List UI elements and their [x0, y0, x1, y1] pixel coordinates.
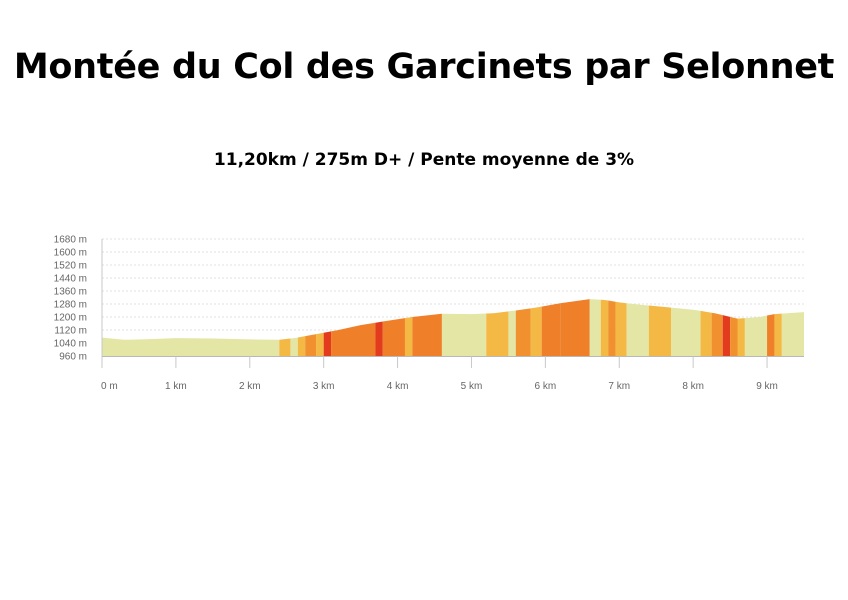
x-tick-labels: 0 m 1 km 2 km 3 km 4 km 5 km 6 km 7 km 8 km 9 km: [101, 356, 778, 392]
x-tick-label: 0 m: [101, 381, 118, 392]
slope-segment-flat: [670, 307, 701, 356]
slope-segment-light: [774, 313, 782, 356]
slope-segment-steep: [560, 299, 590, 356]
slope-segment-flat: [744, 315, 768, 356]
x-tick-label: 2 km: [239, 381, 261, 392]
x-tick-label: 5 km: [461, 381, 483, 392]
x-tick-label: 4 km: [387, 381, 409, 392]
slope-segment-steep: [541, 303, 561, 356]
x-tick-label: 8 km: [682, 381, 704, 392]
slope-segment-very-steep: [375, 321, 383, 356]
y-tick-label: 1040 m: [54, 339, 87, 350]
y-tick-label: 1360 m: [54, 287, 87, 298]
chart-title: Montée du Col des Garcinets par Selonnet: [13, 47, 835, 87]
slope-segment-light: [737, 318, 745, 356]
slope-segment-light: [404, 317, 413, 356]
slope-segment-steep: [382, 318, 405, 356]
x-tick-label: 3 km: [313, 381, 335, 392]
slope-segment-light: [700, 310, 712, 356]
x-tick-label: 7 km: [608, 381, 630, 392]
y-tick-label: 1280 m: [54, 300, 87, 311]
y-tick-label: 960 m: [59, 352, 87, 363]
slope-segment-steep: [767, 314, 775, 356]
y-tick-label: 1680 m: [54, 235, 87, 246]
slope-segment-light: [316, 332, 324, 356]
y-tick-label: 1440 m: [54, 274, 87, 285]
slope-segment-light: [297, 336, 306, 356]
slope-segment-light: [486, 311, 509, 356]
slope-segment-flat: [441, 313, 487, 356]
slope-segment-light: [530, 306, 542, 356]
slope-segment-light: [279, 338, 291, 356]
slope-segment-light: [648, 305, 671, 356]
slope-segment-flat: [102, 337, 280, 356]
slope-segment-medium: [608, 300, 616, 356]
slope-segment-very-steep: [323, 331, 332, 356]
slope-segment-flat: [626, 303, 649, 356]
slope-segment-very-steep: [722, 315, 731, 356]
slope-segment-light: [615, 301, 627, 356]
slope-segment-medium: [305, 334, 317, 356]
chart-subtitle: 11,20km / 275m D+ / Pente moyenne de 3%: [213, 150, 635, 170]
x-tick-label: 9 km: [756, 381, 778, 392]
slope-segment-medium: [730, 316, 738, 356]
profile-area: [102, 299, 804, 356]
x-tick-label: 1 km: [165, 381, 187, 392]
slope-segment-flat: [589, 299, 601, 356]
slope-segment-flat: [508, 310, 516, 356]
slope-segment-flat: [781, 312, 804, 356]
y-tick-labels: 960 m 1040 m 1120 m 1200 m 1280 m 1360 m 1440 …: [54, 235, 87, 363]
y-tick-label: 1520 m: [54, 261, 87, 272]
slope-segment-steep: [331, 322, 376, 356]
y-tick-label: 1200 m: [54, 313, 87, 324]
slope-segment-light: [600, 299, 609, 356]
y-tick-label: 1120 m: [54, 326, 87, 337]
slope-segment-medium: [515, 308, 531, 356]
x-tick-label: 6 km: [535, 381, 557, 392]
slope-segment-flat: [290, 337, 298, 356]
axes: [101, 239, 804, 357]
y-tick-label: 1600 m: [54, 248, 87, 259]
slope-segment-steep: [412, 313, 442, 356]
slope-segment-medium: [711, 312, 723, 356]
